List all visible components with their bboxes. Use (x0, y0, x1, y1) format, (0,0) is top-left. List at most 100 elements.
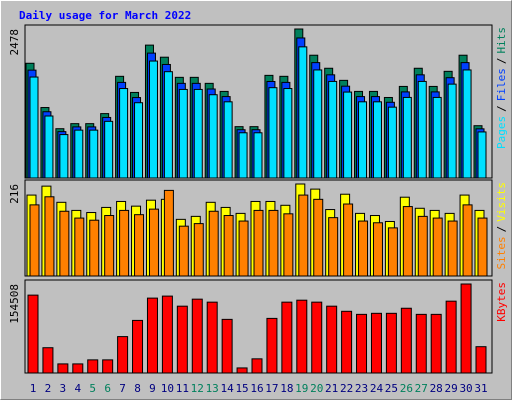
legend-entry: Sites (495, 236, 508, 269)
bar (59, 134, 69, 179)
bar (296, 299, 308, 374)
x-tick-label: 19 (295, 382, 308, 395)
x-tick-label: 29 (445, 382, 458, 395)
x-tick-label: 3 (60, 382, 67, 395)
x-tick-label: 1 (30, 382, 37, 395)
x-tick-label: 11 (176, 382, 189, 395)
bar (268, 87, 278, 179)
bar (400, 307, 412, 374)
bar (238, 132, 248, 179)
x-tick-label: 30 (459, 382, 472, 395)
y-tick-label: 216 (8, 184, 21, 204)
x-tick-label: 23 (355, 382, 368, 395)
legend: Sites / Visits (495, 182, 508, 270)
bar (283, 88, 293, 179)
legend: KBytes (495, 282, 508, 322)
x-tick-label: 2 (45, 382, 52, 395)
bar (311, 301, 323, 374)
bar (74, 217, 85, 277)
bar (387, 106, 397, 179)
bar (176, 305, 188, 374)
legend-entry: Hits (495, 27, 508, 54)
bar (42, 347, 54, 374)
x-tick-label: 24 (370, 382, 384, 395)
bar (161, 295, 173, 374)
bar (266, 317, 278, 374)
bar (298, 46, 308, 179)
bar (119, 209, 130, 277)
x-tick-label: 31 (474, 382, 487, 395)
x-tick-label: 20 (310, 382, 323, 395)
bar (119, 88, 129, 179)
bar (44, 115, 54, 179)
x-tick-label: 13 (206, 382, 219, 395)
bar (163, 71, 173, 179)
bar (134, 214, 145, 277)
bar (432, 217, 443, 277)
bar (72, 363, 84, 374)
bar (178, 225, 189, 277)
x-tick-label: 8 (134, 382, 141, 395)
bar (74, 129, 84, 179)
bar (148, 208, 159, 277)
legend: Pages / Files / Hits (495, 27, 508, 149)
x-tick-label: 9 (149, 382, 156, 395)
bar (238, 220, 249, 277)
bar (134, 102, 144, 179)
x-tick-label: 18 (280, 382, 293, 395)
bar (191, 298, 203, 374)
x-tick-label: 12 (191, 382, 204, 395)
bar (313, 198, 324, 277)
bar (89, 129, 99, 179)
bar (132, 319, 144, 374)
bar (328, 217, 339, 277)
x-tick-label: 6 (104, 382, 111, 395)
bar (208, 94, 218, 179)
x-tick-label: 4 (74, 382, 81, 395)
bar (417, 80, 427, 179)
chart-title: Daily usage for March 2022 (19, 9, 191, 22)
bar (223, 101, 233, 179)
bar (253, 209, 264, 277)
x-tick-label: 22 (340, 382, 353, 395)
bar (313, 69, 323, 179)
bar (372, 101, 382, 179)
bar (193, 88, 203, 179)
bar (253, 132, 263, 179)
bar (358, 220, 369, 277)
bar (59, 210, 70, 277)
x-tick-label: 16 (250, 382, 263, 395)
bar (104, 120, 114, 179)
bar (87, 359, 99, 374)
bar (221, 318, 233, 374)
bar (447, 220, 458, 277)
bar (477, 217, 488, 277)
bar (415, 313, 427, 374)
bar (148, 60, 158, 179)
bar (29, 204, 40, 277)
bar (343, 203, 354, 277)
bar (208, 210, 219, 277)
bar (298, 194, 309, 277)
legend-entry: Visits (495, 182, 508, 222)
bar (372, 222, 383, 277)
bar (460, 283, 472, 374)
bar (89, 219, 100, 277)
legend-entry: Files (495, 68, 508, 101)
bar (475, 346, 487, 374)
bar (447, 83, 457, 179)
bar (223, 215, 234, 277)
bar (283, 213, 294, 277)
bar (178, 88, 188, 179)
y-tick-label: 154508 (8, 284, 21, 324)
bar (343, 91, 353, 179)
bar (328, 80, 338, 179)
bar (102, 359, 114, 374)
x-tick-label: 17 (265, 382, 278, 395)
bar (477, 131, 487, 179)
bar (206, 301, 218, 374)
bar (326, 305, 338, 374)
bar (417, 215, 428, 277)
x-tick-label: 10 (161, 382, 174, 395)
